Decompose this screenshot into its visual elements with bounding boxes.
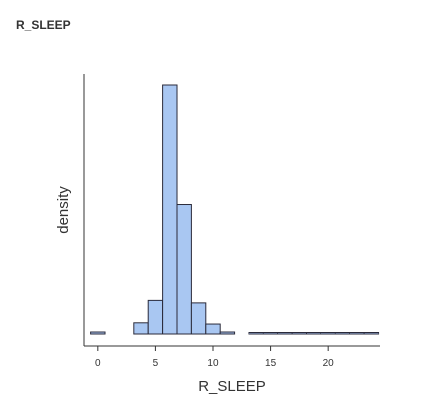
y-axis-label: density xyxy=(55,186,72,234)
histogram-bar xyxy=(349,332,365,335)
histogram-bar xyxy=(205,323,221,335)
histogram-bar xyxy=(262,332,279,335)
histogram-bar xyxy=(219,331,236,335)
histogram-bar xyxy=(90,331,106,335)
x-axis-label: R_SLEEP xyxy=(198,378,266,395)
x-tick-label: 0 xyxy=(95,358,101,369)
x-tick-label: 20 xyxy=(323,358,335,369)
histogram-bar xyxy=(248,332,264,335)
histogram-bar xyxy=(176,204,192,335)
histogram-bar xyxy=(363,332,380,335)
histogram-bar xyxy=(277,332,293,335)
histogram-bar xyxy=(334,332,351,335)
x-tick-label: 5 xyxy=(153,358,159,369)
x-ticks: 0 5 10 15 20 xyxy=(95,346,334,369)
histogram-bar xyxy=(133,322,149,335)
histogram-bar xyxy=(162,84,178,335)
histogram-bar xyxy=(320,332,336,335)
histogram-bar xyxy=(306,332,322,335)
x-tick-label: 15 xyxy=(265,358,277,369)
histogram-bar xyxy=(291,332,308,335)
histogram-bars xyxy=(90,84,380,335)
x-tick-label: 10 xyxy=(207,358,219,369)
histogram-bar xyxy=(147,299,164,335)
chart-title: R_SLEEP xyxy=(16,18,71,32)
histogram-bar xyxy=(190,302,207,335)
